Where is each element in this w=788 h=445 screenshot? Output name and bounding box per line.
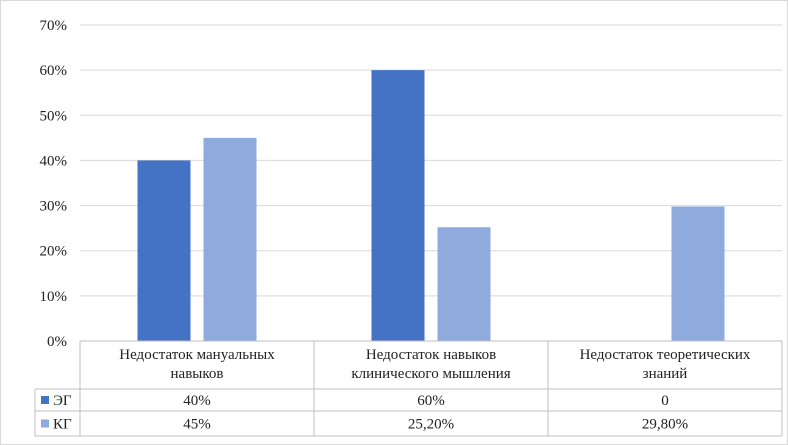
y-tick-label: 30% [40, 199, 68, 215]
table-value: 40% [183, 393, 211, 409]
table-value: 60% [417, 393, 445, 409]
table-value: 45% [183, 417, 211, 433]
gridlines [80, 24, 782, 297]
legend-label: ЭГ [53, 393, 72, 409]
legend-key [41, 419, 49, 428]
data-table: Недостаток мануальных навыков Недостаток н… [34, 340, 783, 437]
category-label: знаний [643, 366, 688, 382]
y-tick-label: 20% [40, 244, 68, 260]
category-label: Недостаток теоретических [580, 347, 751, 363]
category-label: Недостаток навыков [366, 347, 496, 363]
y-tick-label: 0% [47, 334, 67, 350]
y-tick-label: 70% [40, 18, 68, 34]
bar-eg [371, 70, 425, 342]
bar-eg [137, 160, 191, 341]
category-label: клинического мышления [351, 366, 510, 382]
table-value: 25,20% [408, 417, 454, 433]
table-value: 29,80% [642, 417, 688, 433]
legend-label: КГ [53, 417, 72, 433]
legend-key [41, 396, 49, 404]
category-label: навыков [171, 366, 224, 382]
y-axis: 0% 10% 20% 30% 40% 50% 60% 70% [40, 18, 68, 350]
y-tick-label: 40% [40, 153, 68, 169]
category-label: Недостаток мануальных [119, 347, 275, 363]
y-tick-label: 50% [40, 108, 68, 124]
y-tick-label: 10% [40, 289, 68, 305]
y-tick-label: 60% [40, 63, 68, 79]
bar-kg [671, 206, 725, 341]
bar-kg [203, 137, 257, 341]
table-value: 0 [661, 393, 669, 409]
bar-kg [437, 227, 491, 341]
bars [137, 70, 725, 342]
